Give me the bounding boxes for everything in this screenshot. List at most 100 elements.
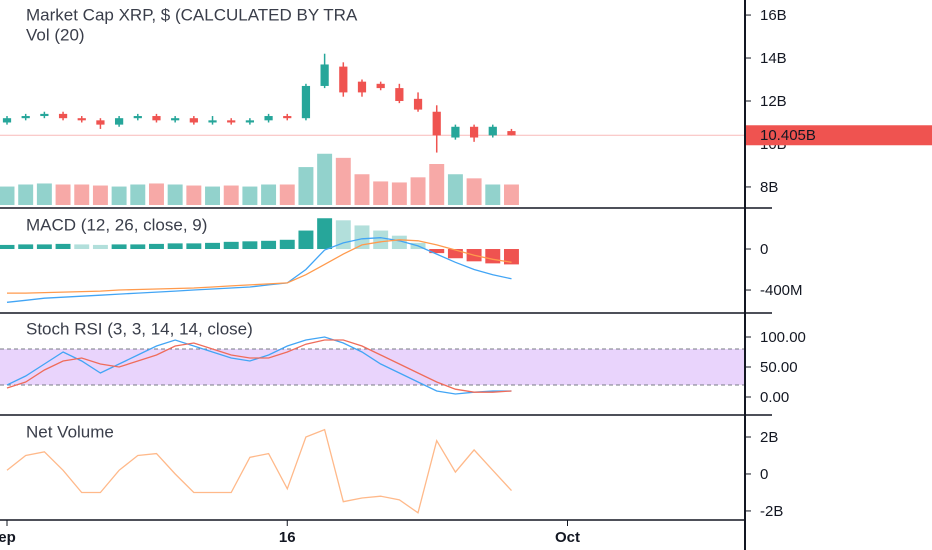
x-tick-label: 16	[279, 529, 296, 546]
candle-body	[114, 118, 124, 125]
volume-bar	[130, 184, 146, 205]
volume-bar	[261, 184, 277, 205]
volume-bar	[466, 178, 482, 205]
y-tick-label: 0.00	[760, 389, 789, 406]
histogram-bar	[429, 249, 445, 254]
histogram-bar	[205, 242, 220, 250]
histogram-bar	[0, 244, 15, 250]
histogram-bar	[447, 249, 463, 259]
y-tick-label: 0	[760, 466, 768, 483]
candle-body	[208, 120, 217, 123]
candle-body	[171, 118, 180, 121]
candle-body	[245, 120, 255, 123]
candle-body	[432, 111, 441, 136]
volume-bar	[55, 184, 71, 205]
candle-body	[451, 126, 460, 138]
histogram-bar	[167, 243, 183, 250]
y-tick-label: -2B	[760, 503, 783, 520]
y-tick-label: 0	[760, 241, 768, 258]
volume-bar	[373, 181, 389, 205]
volume-bar	[317, 153, 333, 205]
histogram-bar	[130, 244, 146, 250]
volume-bar	[447, 174, 463, 205]
candle-body	[58, 113, 68, 119]
candle-body	[189, 118, 198, 123]
candle-body	[283, 116, 292, 119]
axes: ep16Oct8B10B12B14B16B10.405B0-400M100.00…	[0, 7, 932, 546]
histogram-bar	[373, 230, 389, 250]
volume-bar	[74, 184, 90, 205]
y-tick-label: 50.00	[760, 359, 798, 376]
candle-body	[21, 116, 30, 119]
histogram-bar	[18, 244, 34, 250]
candle-body	[507, 131, 516, 136]
histogram-bar	[391, 235, 407, 250]
volume-bar	[503, 184, 519, 205]
histogram-bar	[298, 230, 314, 250]
candle-body	[357, 81, 367, 93]
netvol-title: Net Volume	[26, 422, 114, 441]
candle-body	[395, 88, 404, 101]
last-price-badge	[746, 125, 932, 146]
candle-body	[2, 118, 12, 123]
histogram-bar	[186, 243, 202, 250]
histogram-bar	[503, 249, 519, 265]
volume-bar	[242, 186, 258, 205]
y-tick-label: 100.00	[760, 329, 806, 346]
histogram-bar	[223, 241, 239, 250]
histogram-bar	[354, 225, 370, 250]
last-price-label: 10.405B	[760, 127, 816, 144]
volume-bar	[335, 157, 351, 205]
y-tick-label: 16B	[760, 7, 787, 24]
volume-bar	[429, 164, 445, 205]
series-line	[6, 428, 512, 514]
candle-body	[264, 116, 273, 121]
volume-bar	[223, 185, 239, 205]
histogram-bar	[149, 243, 164, 250]
candle-body	[40, 113, 49, 117]
candle-body	[77, 118, 86, 121]
macd-title: MACD (12, 26, close, 9)	[26, 215, 207, 234]
y-tick-label: -400M	[760, 282, 803, 299]
series-line	[6, 237, 512, 303]
volume-bar	[186, 185, 202, 205]
histogram-bar	[36, 244, 52, 250]
candle-body	[301, 85, 311, 119]
candle-body	[227, 120, 236, 123]
volume-bar	[111, 186, 127, 205]
candle-body	[488, 126, 497, 136]
y-tick-label: 8B	[760, 179, 778, 196]
histogram-bar	[55, 243, 71, 250]
volume-bar	[36, 183, 52, 205]
histogram-bar	[485, 249, 501, 264]
volume-bar	[410, 177, 426, 205]
histogram-bar	[317, 218, 333, 250]
candle-body	[96, 120, 105, 125]
candle-body	[152, 116, 161, 121]
volume-bar	[279, 184, 295, 205]
y-tick-label: 14B	[760, 50, 787, 67]
y-tick-label: 2B	[760, 429, 778, 446]
histogram-bar	[92, 244, 108, 250]
volume-bar	[149, 183, 164, 205]
candle-body	[339, 66, 348, 93]
price-axis-bg	[745, 0, 932, 550]
candle-body	[133, 116, 142, 119]
volume-bar	[18, 184, 34, 205]
candle-body	[376, 83, 385, 89]
series-line	[6, 339, 512, 393]
candle-body	[469, 126, 479, 138]
series-line	[7, 239, 512, 294]
histogram-bar	[74, 244, 90, 250]
volume-bar	[391, 182, 407, 205]
volume-bar	[205, 186, 220, 205]
volume-bar	[0, 186, 15, 205]
histogram-bar	[111, 244, 127, 250]
volume-bar	[92, 185, 108, 205]
plots	[0, 53, 745, 514]
volume-title: Vol (20)	[26, 25, 85, 44]
x-tick-label: Oct	[555, 529, 580, 546]
histogram-bar	[279, 239, 295, 250]
volume-bar	[167, 184, 183, 205]
